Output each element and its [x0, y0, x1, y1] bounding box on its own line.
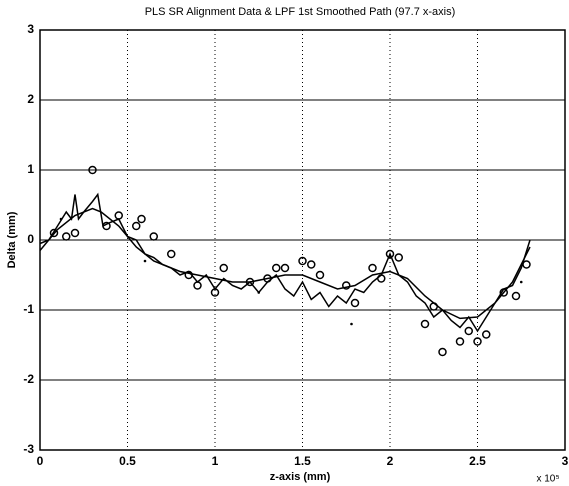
x-tick-label: 2	[387, 454, 394, 468]
data-circle	[210, 288, 220, 297]
data-circle	[272, 263, 281, 273]
data-circle	[522, 260, 531, 269]
y-tick-label: 0	[27, 232, 34, 246]
data-circle	[420, 319, 430, 329]
data-dot	[519, 280, 523, 284]
data-dot	[257, 291, 261, 294]
data-circle	[438, 347, 447, 357]
chart-title: PLS SR Alignment Data & LPF 1st Smoothed…	[145, 6, 456, 18]
data-circle	[429, 302, 438, 311]
data-circle	[482, 330, 491, 339]
data-circle	[70, 228, 80, 238]
x-tick-label: 1	[212, 454, 219, 468]
x-tick-label: 1.5	[294, 454, 311, 468]
data-circle	[245, 277, 255, 287]
x-multiplier: x 10⁵	[536, 474, 559, 485]
data-circle	[298, 256, 307, 266]
data-circle	[499, 288, 508, 297]
data-circle	[377, 274, 386, 283]
y-axis-label: Delta (mm)	[6, 211, 18, 268]
data-circle	[394, 253, 403, 262]
x-axis-label: z-axis (mm)	[270, 471, 331, 483]
data-dot	[388, 256, 392, 259]
data-circle	[464, 326, 473, 336]
data-circle	[114, 211, 123, 220]
y-tick-label: -3	[23, 442, 34, 456]
data-circle	[307, 260, 316, 269]
data-dot	[350, 322, 353, 326]
y-tick-label: 3	[27, 22, 34, 36]
data-circle	[342, 281, 351, 290]
data-circle	[167, 249, 176, 259]
x-tick-label: 2.5	[469, 454, 486, 468]
data-dot	[143, 259, 147, 263]
data-circle	[184, 270, 193, 280]
x-tick-label: 0.5	[119, 454, 136, 468]
series-line	[39, 207, 531, 320]
data-circle	[132, 221, 141, 231]
data-circle	[62, 232, 71, 241]
data-circle	[193, 281, 202, 290]
data-circle	[455, 337, 465, 346]
y-tick-label: -1	[23, 302, 34, 316]
y-tick-label: -2	[23, 372, 34, 386]
x-tick-label: 0	[37, 454, 44, 468]
data-circle	[137, 214, 146, 224]
data-circle	[49, 228, 59, 238]
y-tick-label: 2	[27, 92, 34, 106]
data-circle	[280, 263, 290, 273]
data-circle	[511, 291, 521, 301]
data-circle	[263, 274, 272, 283]
data-circle	[102, 221, 111, 231]
data-circle	[473, 337, 482, 346]
data-dot	[59, 217, 63, 221]
data-circle	[368, 263, 377, 273]
data-circle	[219, 263, 228, 273]
data-circle	[350, 298, 360, 308]
y-tick-label: 1	[27, 162, 34, 176]
data-circle	[149, 232, 158, 241]
plot-frame	[39, 29, 566, 451]
series-line	[39, 192, 531, 333]
x-tick-label: 3	[562, 454, 569, 468]
data-circle	[315, 270, 325, 280]
data-circle	[88, 165, 97, 175]
